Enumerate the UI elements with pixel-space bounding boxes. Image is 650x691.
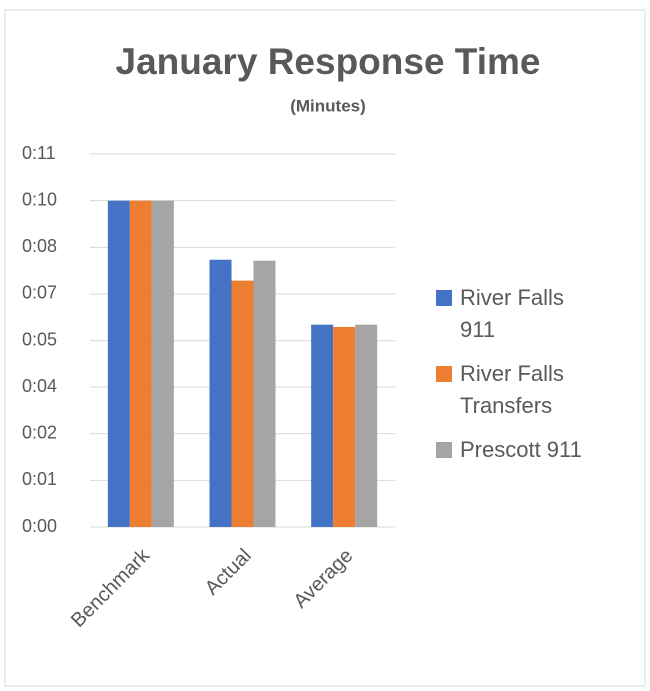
bar [129, 200, 152, 528]
y-tick-label: 0:10 [22, 189, 57, 209]
bar [253, 260, 276, 527]
legend-swatch [436, 290, 452, 306]
bar [333, 326, 356, 527]
legend-entry: River Falls Transfers [436, 358, 616, 422]
chart-subtitle: (Minutes) [290, 96, 366, 115]
y-tick-label: 0:01 [22, 469, 57, 489]
bar [209, 259, 232, 527]
bar [107, 200, 130, 528]
legend-label: Prescott 911 [460, 437, 582, 462]
bar [311, 324, 334, 527]
bar [151, 200, 174, 528]
legend-swatch [436, 442, 452, 458]
y-tick-label: 0:00 [22, 516, 57, 536]
legend: River Falls 911 River Falls Transfers Pres… [436, 282, 616, 478]
legend-entry: River Falls 911 [436, 282, 616, 346]
bar [355, 324, 378, 527]
y-tick-label: 0:11 [22, 143, 56, 163]
y-tick-label: 0:05 [22, 329, 57, 349]
y-tick-label: 0:08 [22, 236, 57, 256]
y-tick-label: 0:04 [22, 376, 57, 396]
legend-label: River Falls 911 [460, 285, 564, 342]
chart-title: January Response Time [116, 41, 541, 82]
y-tick-label: 0:02 [22, 422, 57, 442]
legend-swatch [436, 366, 452, 382]
legend-entry: Prescott 911 [436, 434, 616, 466]
y-tick-label: 0:07 [22, 283, 57, 303]
bar [231, 280, 254, 527]
legend-label: River Falls Transfers [460, 361, 564, 418]
